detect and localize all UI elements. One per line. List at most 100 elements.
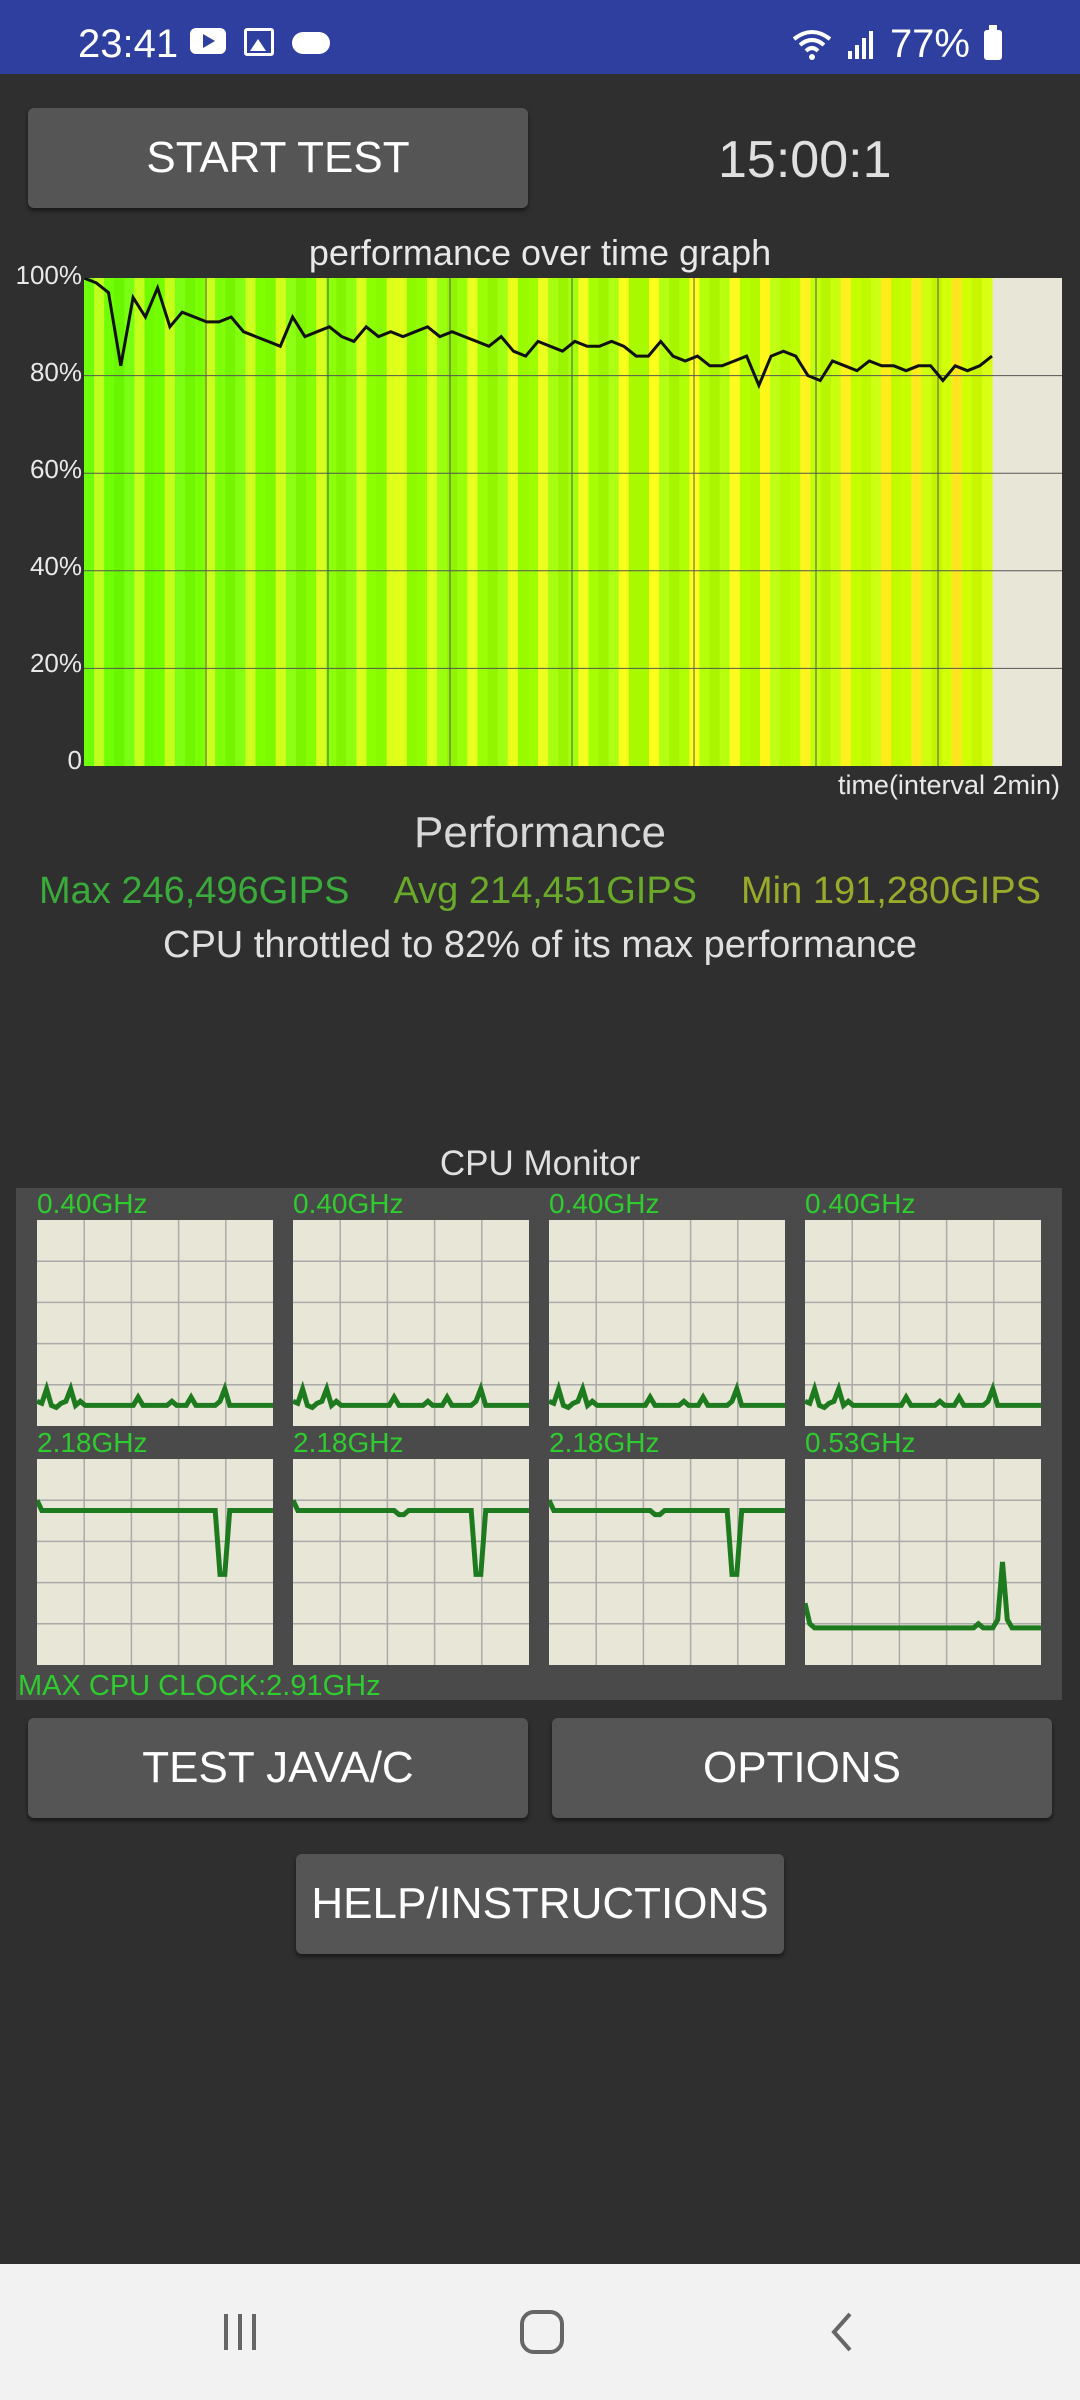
youtube-icon [190,28,226,54]
performance-bar [588,278,600,766]
recent-apps-icon[interactable] [180,2264,300,2400]
performance-bar [870,278,882,766]
performance-bar [316,278,327,766]
performance-bar [538,278,549,766]
performance-bar [305,278,317,766]
core-graph-svg [549,1459,785,1665]
performance-bar [406,278,418,766]
cpu-monitor-title: CPU Monitor [439,1144,641,1183]
performance-bar [729,278,741,766]
help-instructions-button[interactable]: HELP/INSTRUCTIONS [296,1854,784,1954]
performance-stats: Max 246,496GIPS Avg 214,451GIPS Min 191,… [0,870,1080,913]
core-graph-svg [805,1459,1041,1665]
performance-bar [770,278,781,766]
performance-bar [255,278,267,766]
performance-bar [911,278,922,766]
core-graph-svg [805,1220,1041,1426]
core-frequency: 2.18GHz [549,1427,660,1458]
core-graph-background [549,1220,785,1426]
performance-bar [558,278,569,766]
options-button[interactable]: OPTIONS [552,1718,1052,1818]
performance-bar [285,278,297,766]
battery-percent: 77% [889,22,970,66]
core-graph-background [293,1459,529,1665]
performance-bar [941,278,953,766]
performance-bar [780,278,791,766]
performance-bar [235,278,247,766]
performance-bar [275,278,287,766]
core-graph-svg [37,1220,273,1426]
core-frequency-line [293,1380,529,1411]
performance-bar [154,278,166,766]
performance-bar [820,278,832,766]
y-tick: 0 [67,745,82,775]
min-performance: Min 191,280GIPS [741,870,1041,912]
performance-bar [739,278,751,766]
performance-bar [386,278,398,766]
performance-bar [174,278,186,766]
core-frequency-line [37,1380,273,1411]
navigation-bar [0,2264,1080,2400]
y-tick: 20% [29,648,82,678]
performance-bar [134,278,146,766]
performance-bar [527,278,539,766]
y-tick: 40% [29,551,82,581]
performance-bar [366,278,378,766]
performance-bar [961,278,973,766]
core-frequency: 0.53GHz [805,1427,916,1458]
performance-line [83,276,993,390]
avg-performance: Avg 214,451GIPS [393,870,698,912]
performance-bar [447,278,458,766]
performance-title: Performance [414,808,666,857]
performance-graph [83,276,1062,766]
test-java-c-button[interactable]: TEST JAVA/C [28,1718,528,1818]
core-graph-svg [293,1459,529,1665]
core-graph-background [805,1220,1041,1426]
core-graph-svg [37,1459,273,1665]
notification-icons [190,28,330,56]
performance-bar [114,278,125,766]
core-frequency-line [805,1561,1041,1631]
performance-bar [84,278,95,766]
performance-bar [457,278,468,766]
performance-bar [124,278,136,766]
performance-bar [618,278,630,766]
y-tick: 60% [29,454,82,484]
performance-bar [699,278,711,766]
wifi-icon [792,29,832,60]
performance-bar [598,278,610,766]
performance-bar [487,278,499,766]
performance-bar [416,278,428,766]
core-graph-svg [293,1220,529,1426]
gallery-icon [244,28,274,56]
performance-bar [759,278,771,766]
timer: 15:00:1 [718,131,892,189]
performance-bar [517,278,529,766]
status-time: 23:41 [78,22,179,66]
core-graph-background [293,1220,529,1426]
performance-bar [326,278,337,766]
cpu-core-graph: 0.40GHz [293,1188,529,1426]
performance-bar [951,278,963,766]
core-frequency: 0.40GHz [293,1188,404,1219]
cpu-core-graph: 2.18GHz [549,1427,785,1665]
performance-bar [437,278,448,766]
performance-bar [497,278,509,766]
throttle-message: CPU throttled to 82% of its max performa… [163,924,917,966]
y-tick: 80% [29,357,82,387]
performance-bar [669,278,680,766]
performance-bar [164,278,176,766]
back-icon[interactable] [784,2264,904,2400]
home-icon[interactable] [482,2264,602,2400]
performance-bar [648,278,660,766]
performance-bar [689,278,701,766]
performance-bar [336,278,347,766]
x-axis-label: time(interval 2min) [837,770,1060,800]
performance-bar [104,278,115,766]
performance-bar [981,278,993,766]
performance-bar [840,278,852,766]
start-test-button[interactable]: START TEST [28,108,528,208]
performance-graph-svg [83,276,1062,766]
performance-bar [679,278,690,766]
battery-icon [984,24,1002,60]
